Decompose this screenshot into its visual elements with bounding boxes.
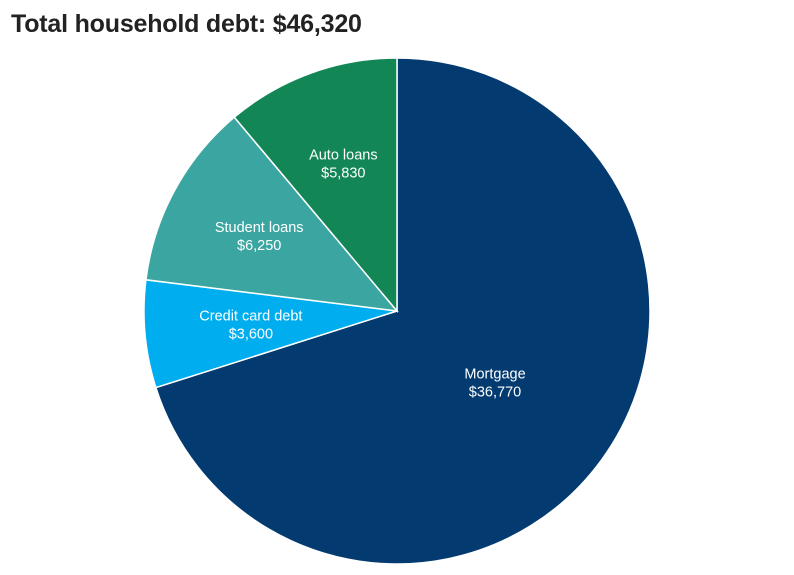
slice-value-student-loans: $6,250	[237, 238, 281, 254]
slice-credit-card-debt	[143, 278, 398, 389]
slice-mortgage	[154, 57, 651, 565]
slice-label-mortgage: Mortgage	[464, 367, 525, 383]
slice-label-auto-loans: Auto loans	[309, 148, 378, 164]
pie-labels: Mortgage $36,770 Credit card debt $3,600 Stu…	[199, 148, 525, 401]
slice-auto-loans	[233, 57, 398, 314]
chart-title: Total household debt: $46,320	[11, 10, 362, 38]
slice-value-auto-loans: $5,830	[321, 166, 365, 182]
slice-student-loans	[145, 116, 399, 312]
slice-label-credit-card-debt: Credit card debt	[199, 308, 302, 324]
slice-label-student-loans: Student loans	[215, 220, 304, 236]
pie-slices	[143, 57, 651, 565]
slice-value-credit-card-debt: $3,600	[229, 326, 273, 342]
slice-value-mortgage: $36,770	[469, 385, 521, 401]
